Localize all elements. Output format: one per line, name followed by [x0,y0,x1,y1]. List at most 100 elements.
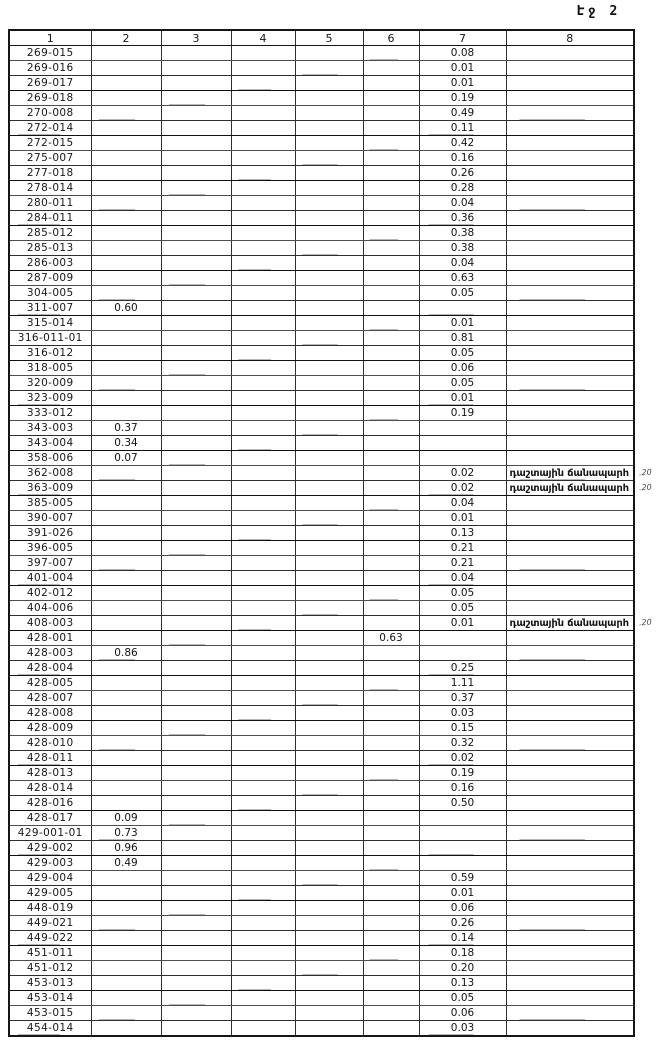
note-cell [505,420,635,436]
value-cell [362,375,420,391]
value-cell [230,945,296,961]
value-cell [230,960,296,976]
value-cell [362,855,420,871]
value-cell [160,810,232,826]
value-cell [362,210,420,226]
table-row: 280-011 0.04 [8,195,635,211]
value-cell [90,390,162,406]
value-cell [230,375,296,391]
value-cell [90,570,162,586]
parcel-code-cell: 402-012 [8,585,92,601]
parcel-code-cell: 429-003 [8,855,92,871]
table-row: 404-006 0.05 [8,600,635,616]
table-row: 428-016 0.50 [8,795,635,811]
note-cell [505,795,635,811]
value-cell [90,120,162,136]
value-cell [294,60,364,76]
table-row: 396-005 0.21 [8,540,635,556]
value-cell [230,75,296,91]
value-cell [160,225,232,241]
value-cell [230,870,296,886]
parcel-code-cell: 277-018 [8,165,92,181]
value-cell [418,840,507,856]
value-cell [230,195,296,211]
value-cell [90,780,162,796]
note-cell [505,450,635,466]
note-cell [505,750,635,766]
value-cell [230,105,296,121]
table-row: 448-019 0.06 [8,900,635,916]
value-cell [90,105,162,121]
table-row: 428-008 0.03 [8,705,635,721]
value-cell [294,645,364,661]
value-cell [294,570,364,586]
note-cell [505,150,635,166]
value-cell [362,435,420,451]
table-row: 453-013 0.13 [8,975,635,991]
value-cell: 0.49 [418,105,507,121]
value-cell [160,150,232,166]
value-cell [294,300,364,316]
value-cell: 0.04 [418,495,507,511]
parcel-code-cell: 453-014 [8,990,92,1006]
table-row: 323-009 0.01 [8,390,635,406]
value-cell [90,330,162,346]
note-cell [505,735,635,751]
value-cell [362,450,420,466]
note-cell [505,180,635,196]
value-cell: 0.05 [418,585,507,601]
note-cell [505,255,635,271]
value-cell [230,495,296,511]
table-row: 449-022 0.14 [8,930,635,946]
note-cell: դաշտային ճանապարհ [505,615,635,631]
value-cell [230,660,296,676]
value-cell [90,975,162,991]
value-cell [230,90,296,106]
value-cell [294,795,364,811]
value-cell [160,300,232,316]
value-cell [294,540,364,556]
value-cell [90,555,162,571]
note-cell [505,225,635,241]
note-cell [505,765,635,781]
value-cell: 0.11 [418,120,507,136]
parcel-code-cell: 358-006 [8,450,92,466]
value-cell: 0.13 [418,975,507,991]
value-cell [362,945,420,961]
value-cell [160,930,232,946]
value-cell [230,390,296,406]
note-cell [505,90,635,106]
table-row: 275-007 0.16 [8,150,635,166]
value-cell: 0.14 [418,930,507,946]
value-cell: 0.03 [418,1020,507,1037]
value-cell [160,405,232,421]
value-cell [230,645,296,661]
value-cell [294,900,364,916]
value-cell [230,750,296,766]
value-cell [90,900,162,916]
table-row: 333-012 0.19 [8,405,635,421]
value-cell [362,555,420,571]
value-cell [230,285,296,301]
value-cell [418,645,507,661]
value-cell [160,975,232,991]
value-cell [230,165,296,181]
note-cell [505,705,635,721]
note-cell [505,870,635,886]
parcel-code-cell: 285-012 [8,225,92,241]
column-header: 6 [362,29,420,46]
value-cell [160,180,232,196]
value-cell [90,870,162,886]
value-cell [90,720,162,736]
value-cell [362,900,420,916]
table-row: 272-014 0.11 [8,120,635,136]
table-row: 277-018 0.26 [8,165,635,181]
table-row: 320-009 0.05 [8,375,635,391]
value-cell [294,720,364,736]
value-cell [362,165,420,181]
note-cell [505,1005,635,1021]
value-cell [418,810,507,826]
value-cell [160,450,232,466]
